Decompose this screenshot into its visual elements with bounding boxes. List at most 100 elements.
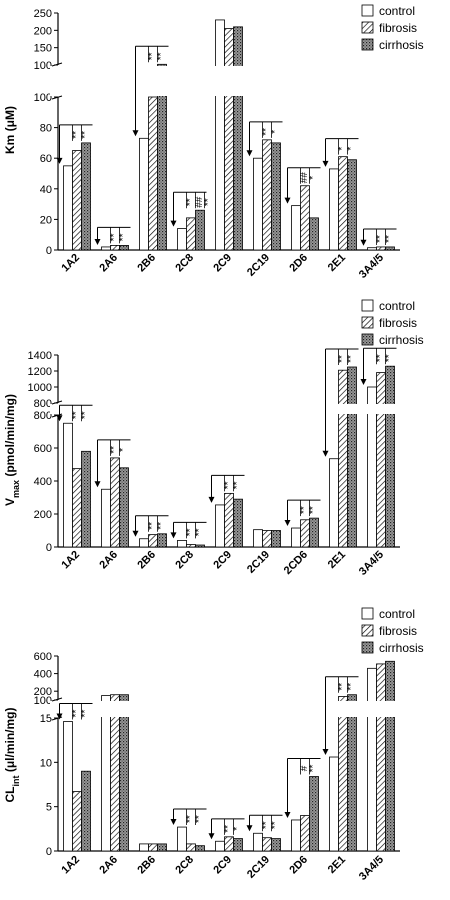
bar-control-2C8 (177, 540, 187, 548)
bar-control-2C9 (215, 504, 225, 548)
bar-fibrosis-2CD6 (300, 519, 310, 548)
bar-fibrosis-2B6 (148, 843, 158, 852)
bar-cirrhosis-2E1 (347, 694, 357, 852)
y-tick-label: 600 (34, 443, 52, 455)
legend-swatch-control (361, 299, 374, 312)
y-tick-label: 15 (40, 713, 52, 725)
y-tick-label: 100 (34, 695, 52, 707)
sig-arrow-head (132, 130, 139, 137)
sig-label: ** (346, 683, 357, 691)
sig-label: ** (109, 446, 120, 454)
sig-label: ## (194, 196, 205, 208)
sig-label: * (118, 448, 129, 452)
bar-cirrhosis-2E1 (347, 159, 357, 251)
x-tick-label: 1A2 (59, 854, 82, 877)
legend-label: fibrosis (379, 21, 417, 35)
legend-label: cirrhosis (379, 641, 424, 655)
y-tick-label: 5 (46, 802, 52, 814)
y-tick-label: 150 (34, 43, 52, 55)
bar-fibrosis-1A2 (72, 150, 82, 251)
x-tick-label: 2C9 (211, 252, 234, 275)
sig-label: ** (71, 411, 82, 419)
sig-label: ** (71, 131, 82, 139)
x-tick-label: 2D6 (287, 854, 310, 877)
axis-break (50, 404, 402, 414)
sig-label: ** (223, 825, 234, 833)
sig-label: ** (156, 522, 167, 530)
y-tick-label: 0 (46, 245, 52, 257)
bar-cirrhosis-2C9 (233, 838, 243, 852)
bar-fibrosis-2C19 (262, 530, 272, 548)
legend-swatch-fibrosis (361, 316, 374, 329)
sig-arrow-head (56, 713, 63, 720)
axis-break-mark (51, 95, 63, 100)
sig-label: ** (375, 235, 386, 243)
x-tick-label: 2B6 (135, 854, 158, 877)
axis-break-mark (51, 400, 63, 405)
bar-fibrosis-2C8 (186, 217, 196, 251)
bar-control-2C19 (253, 529, 263, 548)
sig-label: ** (261, 821, 272, 829)
sig-label: ** (384, 235, 395, 243)
km-chart: 0 20 40 60 80 100 100 150 200 250 1A2 2A6 2B6 2C8 2C9 2… (3, 4, 424, 281)
bar-cirrhosis-2C9 (233, 26, 243, 251)
x-tick-label: 1A2 (59, 252, 82, 275)
x-tick-label: 2C8 (173, 252, 196, 275)
sig-arrow-head (322, 450, 329, 457)
sig-arrow-head (284, 520, 291, 527)
legend-swatch-fibrosis (361, 624, 374, 637)
bar-control-3A4-5 (367, 667, 377, 852)
sig-label: ** (71, 710, 82, 718)
legend-label: cirrhosis (379, 333, 424, 347)
bar-cirrhosis-1A2 (81, 142, 91, 251)
sig-label: ** (375, 354, 386, 362)
bar-cirrhosis-2C19 (271, 530, 281, 548)
x-tick-label: 2E1 (326, 549, 348, 571)
axis-break (50, 701, 402, 717)
bar-fibrosis-2D6 (300, 185, 310, 251)
y-tick-label: 800 (34, 398, 52, 410)
y-tick-label: 250 (34, 8, 52, 20)
sig-arrow-head (170, 220, 177, 227)
bar-control-2D6 (291, 819, 301, 852)
bar-fibrosis-3A4-5 (376, 663, 386, 852)
legend-swatch-control (361, 607, 374, 620)
sig-label: ** (109, 233, 120, 241)
sig-label: ** (156, 52, 167, 60)
legend-swatch-cirrhosis (361, 333, 374, 346)
bar-control-2A6 (101, 246, 111, 251)
sig-label: ** (308, 765, 319, 773)
sig-label: ** (223, 481, 234, 489)
bar-control-2A6 (101, 488, 111, 548)
x-tick-label: 2A6 (97, 549, 120, 572)
bar-control-2E1 (329, 756, 339, 852)
sig-label: ** (194, 528, 205, 536)
sig-label: * (346, 147, 357, 151)
legend-label: control (379, 4, 415, 18)
legend-label: control (379, 607, 415, 621)
sig-label: ** (337, 683, 348, 691)
legend-label: control (379, 299, 415, 313)
legend-swatch-cirrhosis (361, 641, 374, 654)
y-tick-label: 1000 (28, 382, 52, 394)
bar-cirrhosis-2A6 (119, 694, 129, 852)
sig-label: ** (232, 481, 243, 489)
x-tick-label: 2C9 (211, 549, 234, 572)
sig-label: ** (147, 522, 158, 530)
bar-fibrosis-2D6 (300, 815, 310, 852)
bar-cirrhosis-2D6 (309, 776, 319, 852)
bar-fibrosis-2E1 (338, 156, 348, 251)
bar-fibrosis-2C8 (186, 544, 196, 548)
bar-control-2B6 (139, 137, 149, 251)
sig-arrow-head (56, 157, 63, 164)
bar-control-2C9 (215, 840, 225, 852)
sig-label: ** (80, 131, 91, 139)
bar-control-1A2 (63, 721, 73, 852)
bar-fibrosis-2C19 (262, 837, 272, 852)
bar-control-2C19 (253, 832, 263, 852)
sig-arrow-head (284, 811, 291, 818)
sig-arrow-head (246, 150, 253, 157)
sig-label: ** (261, 128, 272, 136)
bar-control-2E1 (329, 458, 339, 548)
